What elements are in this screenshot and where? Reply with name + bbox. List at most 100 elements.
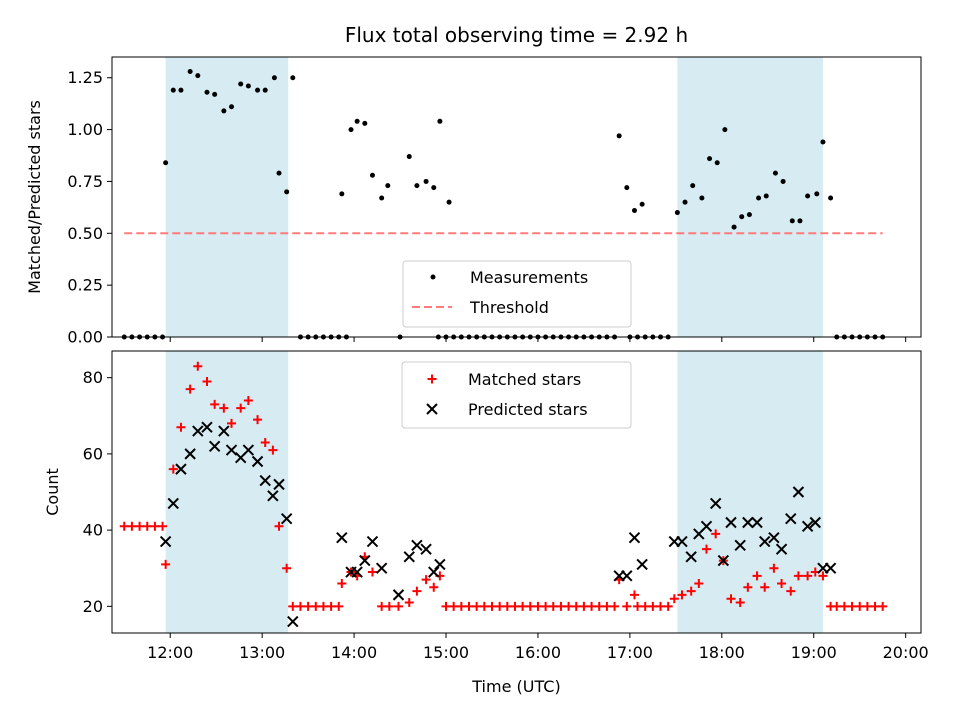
data-point	[785, 512, 797, 525]
data-point	[674, 210, 680, 216]
legend-matched-marker	[427, 374, 437, 384]
data-point	[714, 160, 720, 166]
y-tick-label: 0.00	[67, 328, 103, 347]
data-point	[751, 516, 763, 529]
data-point	[707, 156, 713, 162]
data-point	[768, 532, 780, 544]
data-point	[201, 421, 213, 433]
data-point	[636, 558, 648, 571]
data-point	[185, 384, 195, 394]
data-point	[202, 376, 212, 386]
data-point	[518, 601, 528, 611]
data-point	[775, 543, 788, 555]
data-point	[487, 601, 497, 611]
data-point	[769, 563, 779, 573]
data-point	[847, 601, 857, 611]
data-point	[377, 601, 387, 611]
data-point	[142, 521, 152, 531]
data-point	[809, 516, 821, 529]
observing-window-shading	[165, 57, 823, 337]
data-point	[756, 195, 762, 201]
data-point	[621, 570, 633, 582]
data-point	[633, 601, 643, 611]
data-point	[786, 586, 796, 596]
data-point	[742, 516, 754, 529]
data-point	[385, 183, 391, 189]
data-point	[354, 118, 360, 124]
data-point	[221, 108, 227, 114]
data-point	[640, 601, 650, 611]
legend-plus	[427, 374, 437, 384]
x-tick-label: 20:00	[883, 643, 929, 662]
data-point	[709, 497, 722, 510]
data-point	[394, 601, 404, 611]
count-legend-box	[401, 361, 632, 429]
x-tick-label: 14:00	[331, 643, 377, 662]
ratio-y-axis-label: Matched/Predicted stars	[25, 100, 44, 294]
data-point	[287, 615, 299, 628]
data-point	[602, 601, 612, 611]
data-point	[161, 559, 171, 569]
data-point	[212, 91, 218, 97]
data-point	[204, 89, 210, 95]
data-point	[167, 497, 179, 510]
data-point	[192, 425, 204, 437]
data-point	[359, 554, 371, 567]
data-point	[731, 224, 737, 230]
legend-matched-label: Matched stars	[468, 370, 581, 389]
y-tick-label: 40	[83, 521, 103, 540]
data-point	[624, 185, 630, 191]
data-point	[170, 87, 176, 93]
data-point	[150, 521, 160, 531]
y-tick-label: 0.50	[67, 224, 103, 243]
data-point	[777, 578, 787, 588]
data-point	[760, 582, 770, 592]
data-point	[366, 535, 379, 548]
data-point	[677, 590, 687, 600]
data-point	[669, 594, 679, 604]
data-point	[303, 601, 313, 611]
data-point	[564, 601, 574, 611]
y-tick-label: 0.75	[67, 172, 103, 191]
data-point	[587, 601, 597, 611]
data-point	[690, 183, 696, 189]
data-point	[686, 586, 696, 596]
count-legend: Matched stars Predicted stars	[401, 361, 632, 429]
data-point	[423, 178, 429, 184]
data-point	[735, 598, 745, 608]
data-point	[255, 87, 261, 93]
data-point	[273, 478, 285, 491]
data-point	[274, 521, 284, 531]
data-point	[855, 601, 865, 611]
data-point	[406, 154, 412, 160]
data-point	[594, 601, 604, 611]
data-point	[282, 563, 292, 573]
y-tick-label: 0.25	[67, 276, 103, 295]
data-point	[820, 139, 826, 145]
data-point	[367, 567, 377, 577]
data-point	[175, 463, 187, 475]
data-point	[268, 445, 278, 455]
data-point	[168, 464, 178, 474]
data-point	[311, 601, 321, 611]
x-tick-label: 13:00	[239, 643, 285, 662]
data-point	[262, 87, 268, 93]
data-point	[533, 601, 543, 611]
data-point	[260, 437, 270, 447]
data-point	[797, 218, 803, 224]
data-point	[472, 601, 482, 611]
y-tick-label: 60	[83, 444, 103, 463]
data-point	[734, 539, 746, 552]
data-point	[193, 361, 203, 371]
data-point	[502, 601, 512, 611]
y-tick-label: 80	[83, 368, 103, 387]
data-point	[236, 403, 246, 413]
data-point	[739, 214, 745, 220]
data-point	[218, 425, 230, 437]
x-tick-label: 19:00	[791, 643, 837, 662]
data-point	[752, 571, 762, 581]
shaded-interval	[165, 57, 289, 337]
data-point	[404, 598, 414, 608]
data-point	[556, 601, 566, 611]
y-tick-label: 1.00	[67, 120, 103, 139]
